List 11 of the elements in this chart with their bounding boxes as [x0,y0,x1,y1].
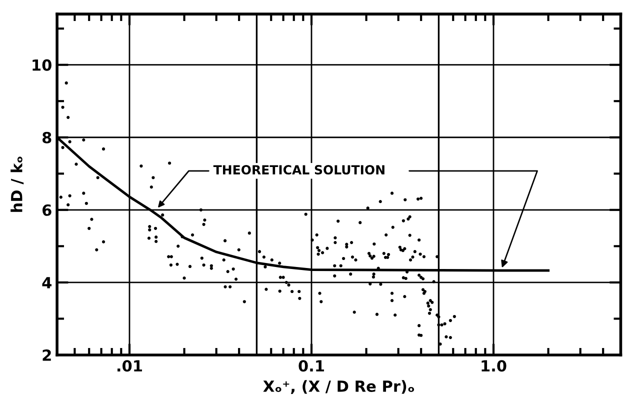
annotation: THEORETICAL SOLUTION [213,165,384,175]
x-axis-title: Xₒ⁺, (X / D Re Pr)ₒ [263,380,414,394]
x-tick-label: .01 [118,360,142,372]
y-tick-label: 2 [42,349,51,361]
y-axis-title: hD / kₒ [10,156,24,212]
x-tick-label: 0.1 [298,360,324,372]
y-tick-label: 8 [42,132,52,144]
y-tick-label: 6 [42,204,52,216]
y-tick-label: 4 [42,277,52,288]
x-tick-label: 1.0 [482,360,506,372]
y-tick-label: 10 [32,59,52,71]
